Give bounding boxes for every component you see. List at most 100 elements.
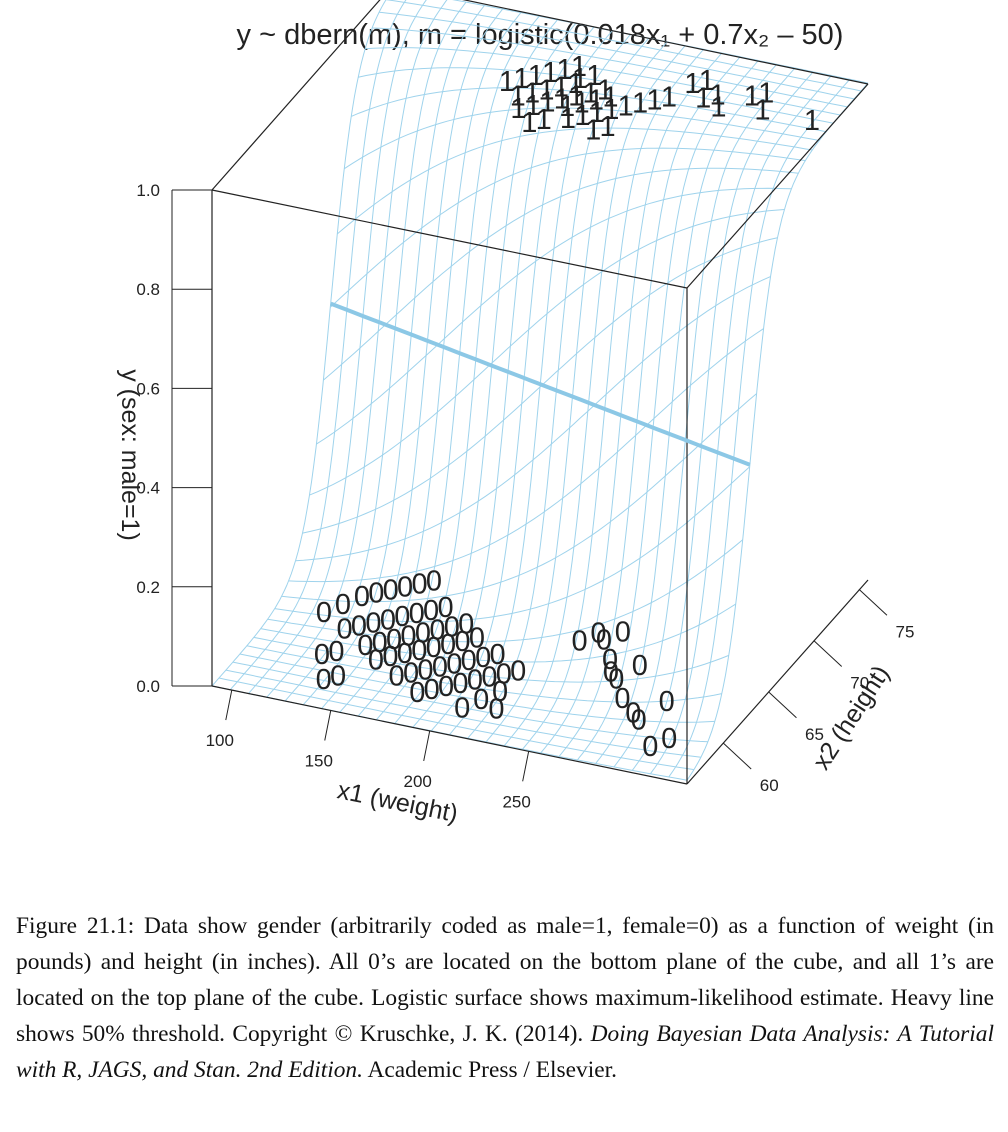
data-point-male: 1 bbox=[586, 60, 602, 92]
data-point-female: 0 bbox=[394, 601, 410, 633]
surface-line-x1 bbox=[449, 34, 631, 735]
data-point-female: 0 bbox=[328, 636, 344, 668]
y-tick-label: 0.2 bbox=[136, 578, 160, 597]
x1-tick-label: 200 bbox=[404, 772, 432, 791]
data-point-female: 0 bbox=[661, 723, 677, 755]
y-tick-label: 1.0 bbox=[136, 181, 160, 200]
data-point-male: 1 bbox=[557, 54, 573, 86]
surface-line-x1 bbox=[668, 78, 851, 778]
data-points: 0 0 00000000000000000000000000000000000000… bbox=[314, 51, 820, 763]
data-point-female: 0 bbox=[632, 650, 648, 682]
y-tick-label: 0.6 bbox=[136, 379, 160, 398]
x2-tick bbox=[768, 691, 797, 719]
data-point-male: 1 bbox=[536, 104, 552, 136]
data-point-male: 1 bbox=[661, 82, 677, 114]
x1-tick-label: 150 bbox=[305, 752, 333, 771]
data-point-male: 1 bbox=[710, 92, 726, 124]
data-point-female: 0 bbox=[596, 625, 612, 657]
data-point-male: 1 bbox=[499, 66, 515, 98]
data-point-female: 0 bbox=[510, 655, 526, 687]
surface-line-x1 bbox=[412, 26, 595, 728]
surface-line-x1 bbox=[376, 19, 558, 721]
threshold-line bbox=[329, 301, 751, 467]
data-point-female: 0 bbox=[417, 655, 433, 687]
x1-tick bbox=[225, 689, 233, 721]
data-point-male: 1 bbox=[510, 81, 526, 113]
data-point-male: 1 bbox=[597, 74, 613, 106]
data-point-male: 1 bbox=[744, 80, 760, 112]
data-point-male: 1 bbox=[618, 91, 634, 123]
surface-line-x1 bbox=[631, 71, 814, 771]
x2-tick bbox=[722, 742, 752, 770]
x2-tick-label: 60 bbox=[760, 776, 779, 795]
data-point-female: 0 bbox=[429, 615, 445, 647]
box-edge bbox=[686, 579, 869, 785]
data-point-female: 0 bbox=[438, 592, 454, 624]
data-point-female: 0 bbox=[659, 686, 675, 718]
data-point-female: 0 bbox=[608, 664, 624, 696]
data-point-female: 0 bbox=[475, 642, 491, 674]
data-point-male: 1 bbox=[567, 68, 583, 100]
data-point-female: 0 bbox=[403, 658, 419, 690]
data-point-male: 1 bbox=[710, 79, 726, 111]
surface-line-x1 bbox=[430, 30, 613, 732]
box-edge bbox=[686, 83, 869, 289]
axes: 0.0 0.2 0.4 0.6 0.8 1.0 y (sex: male=1) 100 150 2… bbox=[116, 181, 914, 828]
figure-caption: Figure 21.1: Data show gender (arbitrari… bbox=[16, 908, 994, 1088]
data-point-female: 0 bbox=[467, 665, 483, 697]
data-point-male: 1 bbox=[754, 95, 770, 127]
surface-line-x1 bbox=[577, 60, 759, 761]
data-point-male: 1 bbox=[528, 60, 544, 92]
data-point-male: 1 bbox=[632, 88, 648, 120]
data-point-female: 0 bbox=[602, 644, 618, 676]
data-point-male: 1 bbox=[684, 68, 700, 100]
data-point-male: 1 bbox=[554, 84, 570, 116]
data-point-male: 1 bbox=[571, 51, 587, 83]
data-point-male: 1 bbox=[758, 77, 774, 109]
data-point-female: 0 bbox=[372, 627, 388, 659]
data-point-male: 1 bbox=[572, 63, 588, 95]
surface-line-x1 bbox=[595, 63, 778, 764]
data-point-female: 0 bbox=[432, 651, 448, 683]
data-point-male: 1 bbox=[583, 77, 599, 109]
bounding-box bbox=[211, 0, 869, 785]
surface-line-x1 bbox=[284, 1, 467, 702]
data-point-female: 0 bbox=[383, 575, 399, 607]
data-point-female: 0 bbox=[631, 705, 647, 737]
data-point-female: 0 bbox=[473, 684, 489, 716]
data-point-female: 0 bbox=[423, 595, 439, 627]
surface-line-x1 bbox=[357, 15, 540, 717]
box-edge bbox=[211, 189, 688, 289]
figure-3d-logistic-plot: y ~ dbern(m), m = logistic(0.018x₁ + 0.7… bbox=[116, 0, 914, 828]
data-point-female: 0 bbox=[412, 568, 428, 600]
data-point-male: 1 bbox=[600, 111, 616, 143]
data-point-male: 1 bbox=[574, 88, 590, 120]
data-point-female: 0 bbox=[386, 624, 402, 656]
surface-line-x1 bbox=[522, 48, 704, 750]
data-point-male: 1 bbox=[588, 85, 604, 117]
data-point-male: 1 bbox=[521, 107, 537, 139]
data-point-female: 0 bbox=[625, 697, 641, 729]
y-tick-label: 0.8 bbox=[136, 280, 160, 299]
data-point-male: 1 bbox=[602, 82, 618, 114]
data-point-male: 1 bbox=[646, 85, 662, 117]
data-point-female: 0 bbox=[454, 692, 470, 724]
box-edge bbox=[462, 0, 869, 85]
data-point-female: 0 bbox=[337, 614, 353, 646]
data-point-male: 1 bbox=[804, 105, 820, 137]
data-point-female: 0 bbox=[590, 618, 606, 650]
data-point-female: 0 bbox=[496, 659, 512, 691]
data-point-female: 0 bbox=[368, 644, 384, 676]
data-point-female: 0 bbox=[481, 662, 497, 694]
data-point-male: 1 bbox=[574, 100, 590, 132]
x1-tick bbox=[423, 730, 431, 762]
data-point-female: 0 bbox=[469, 623, 485, 655]
data-point-female: 0 bbox=[461, 645, 477, 677]
data-point-male: 1 bbox=[568, 81, 584, 113]
data-point-female: 0 bbox=[382, 641, 398, 673]
data-point-female: 0 bbox=[357, 630, 373, 662]
data-point-female: 0 bbox=[614, 683, 630, 715]
data-point-male: 1 bbox=[585, 114, 601, 146]
data-point-female: 0 bbox=[330, 661, 346, 693]
data-point-male: 1 bbox=[553, 71, 569, 103]
